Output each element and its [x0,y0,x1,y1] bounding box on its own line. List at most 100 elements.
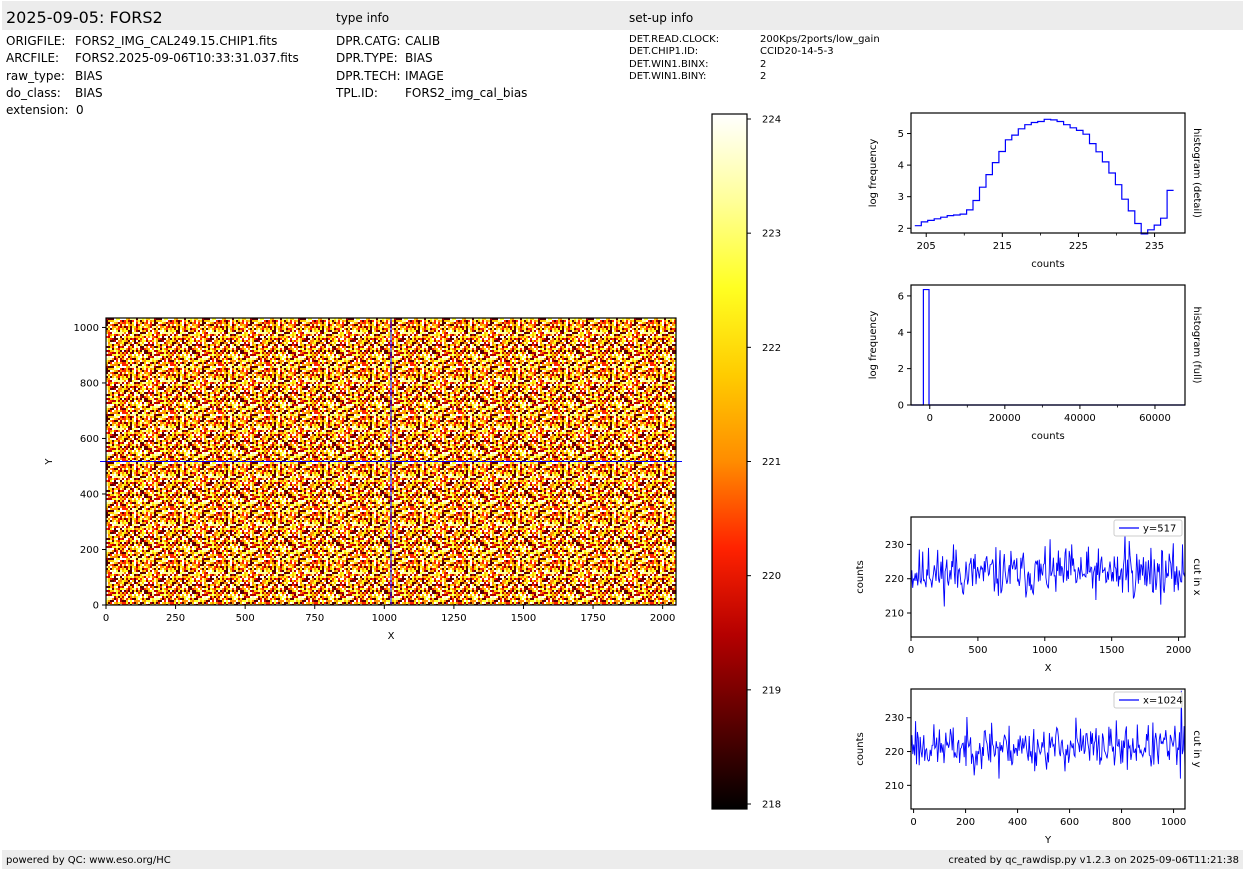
cut_x-xtick-label: 500 [968,645,987,656]
hist_full-ytick-label: 0 [898,401,904,412]
image-ylabel: Y [44,458,55,466]
image-ytick-label: 800 [80,378,99,389]
chip-id-value: CCID20-14-5-3 [760,46,834,57]
hist_detail-side-label: histogram (detail) [1191,128,1202,218]
colorbar-tick-label: 223 [762,229,781,240]
hist_full-ytick-label: 4 [898,328,904,339]
cut_y-ytick-label: 210 [885,781,904,792]
arcfile-value: FORS2.2025-09-06T10:33:31.037.fits [75,51,299,65]
cut_y-xtick-label: 600 [1060,817,1079,828]
hist_detail-ytick-label: 4 [898,161,904,172]
binx-key: DET.WIN1.BINX: [629,59,709,70]
read-clock-value: 200Kps/2ports/low_gain [760,34,880,45]
cut_y-xtick-label: 200 [956,817,975,828]
image-xtick-label: 750 [305,613,324,624]
cut_x-side-label: cut in x [1191,558,1202,595]
page-title: 2025-09-05: FORS2 [6,8,163,27]
dpr-tech-value: IMAGE [405,69,444,83]
hist_full-ytick-label: 2 [898,364,904,375]
hist_detail-xtick-label: 235 [1145,241,1164,252]
cut_y-side-label: cut in y [1191,730,1202,767]
hist_full-xtick-label: 40000 [1064,413,1096,424]
hist_detail-xlabel: counts [1031,259,1064,270]
hist-full-frame [910,284,1186,406]
cut_y-xtick-label: 800 [1112,817,1131,828]
image-ytick-label: 1000 [74,323,99,334]
cut_y-series [911,690,1185,779]
image-frame [105,317,677,606]
cut_y-frame [910,688,1186,810]
header-bar [2,1,1243,30]
cut_x-series [911,534,1185,607]
hist_full-side-label: histogram (full) [1191,306,1202,383]
cut_y-xlabel: Y [1044,835,1052,846]
cut_y-ylabel: counts [855,732,866,765]
cut_x-xlabel: X [1045,663,1052,674]
cut_x-ytick-label: 210 [885,609,904,620]
hist-detail-frame [910,112,1186,234]
hist_full-xtick-label: 60000 [1139,413,1171,424]
hist_detail-ytick-label: 2 [898,224,904,235]
dpr-catg-key: DPR.CATG: [336,34,401,48]
extension-value: 0 [76,103,84,117]
colorbar-tick-label: 219 [762,685,781,696]
image-xtick-label: 1000 [372,613,397,624]
image-ytick-label: 600 [80,434,99,445]
image-xtick-label: 250 [166,613,185,624]
read-clock-key: DET.READ.CLOCK: [629,34,720,45]
footer-bar [2,850,1243,869]
tpl-id-key: TPL.ID: [336,86,378,100]
image-ytick-label: 200 [80,545,99,556]
image-ytick-label: 400 [80,489,99,500]
origfile-key: ORIGFILE: [6,34,66,48]
hist_detail-ylabel: log frequency [868,139,879,208]
dpr-tech-key: DPR.TECH: [336,69,401,83]
raw-type-key: raw_type: [6,69,65,83]
hist_detail-ytick-label: 3 [898,192,904,203]
hist_detail-xtick-label: 225 [1069,241,1088,252]
cut_x-xtick-label: 0 [908,645,914,656]
hist-full-series [911,288,1185,406]
image-xtick-label: 0 [103,613,109,624]
binx-value: 2 [760,59,767,70]
image-xtick-label: 500 [236,613,255,624]
type-info-heading: type info [336,11,390,25]
hist_full-xlabel: counts [1031,431,1064,442]
tpl-id-value: FORS2_img_cal_bias [405,86,528,100]
colorbar-tick-label: 220 [762,571,781,582]
image-xlabel: X [388,631,395,642]
extension-key: extension: [6,103,69,117]
raw-type-value: BIAS [75,69,103,83]
cut_x-ytick-label: 230 [885,540,904,551]
dpr-type-value: BIAS [405,51,433,65]
cut_y-legend-label: x=1024 [1143,696,1183,707]
do-class-value: BIAS [75,86,103,100]
cut_y-xtick-label: 0 [910,817,916,828]
cut_x-xtick-label: 1500 [1099,645,1124,656]
cut_x-frame [910,516,1186,638]
setup-info-heading: set-up info [629,11,694,25]
image-ytick-label: 0 [93,601,99,612]
cut_x-legend [1113,519,1183,537]
cut_x-ylabel: counts [855,560,866,593]
image-xtick-label: 1250 [441,613,466,624]
chip-id-key: DET.CHIP1.ID: [629,46,699,57]
cut_y-xtick-label: 400 [1008,817,1027,828]
cut_x-legend-label: y=517 [1143,524,1176,535]
cut_y-legend [1113,691,1183,709]
hist_detail-xtick-label: 205 [917,241,936,252]
hist_full-xtick-label: 0 [927,413,933,424]
image-xtick-label: 2000 [650,613,675,624]
dpr-catg-value: CALIB [405,34,441,48]
hist_full-ytick-label: 6 [898,291,904,302]
biny-key: DET.WIN1.BINY: [629,71,707,82]
cut_x-xtick-label: 2000 [1166,645,1191,656]
cut_y-xtick-label: 1000 [1161,817,1186,828]
colorbar-tick-label: 218 [762,800,781,811]
hist_full-xtick-label: 20000 [989,413,1021,424]
image-xtick-label: 1500 [511,613,536,624]
cut_x-xtick-label: 1000 [1032,645,1057,656]
image-xtick-label: 1750 [580,613,605,624]
cut_y-ytick-label: 230 [885,713,904,724]
